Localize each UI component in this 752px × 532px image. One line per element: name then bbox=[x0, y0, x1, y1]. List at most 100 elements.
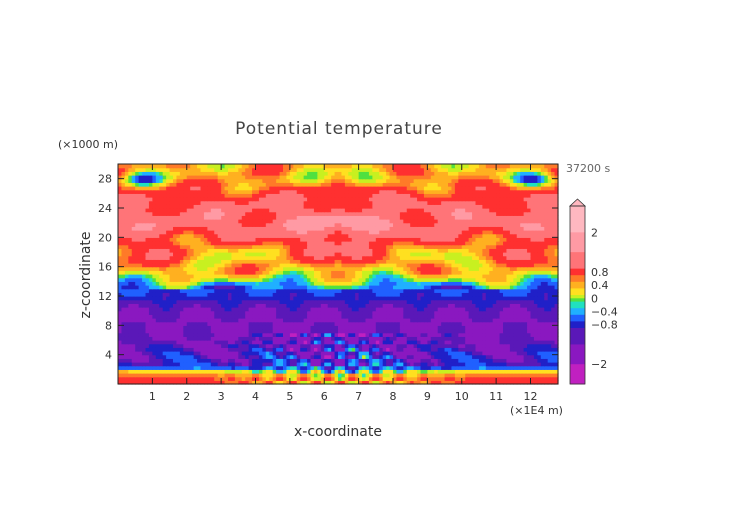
heatmap-cell bbox=[231, 244, 236, 249]
heatmap-cell bbox=[289, 285, 294, 290]
heatmap-cell bbox=[186, 325, 191, 330]
heatmap-cell bbox=[355, 369, 360, 374]
heatmap-cell bbox=[496, 365, 501, 370]
heatmap-cell bbox=[454, 259, 459, 264]
heatmap-cell bbox=[173, 259, 178, 264]
heatmap-cell bbox=[272, 310, 277, 315]
heatmap-cell bbox=[530, 270, 535, 275]
heatmap-cell bbox=[193, 281, 198, 286]
heatmap-cell bbox=[228, 365, 233, 370]
heatmap-cell bbox=[382, 321, 387, 326]
heatmap-cell bbox=[183, 314, 188, 319]
heatmap-cell bbox=[327, 241, 332, 246]
heatmap-cell bbox=[142, 314, 147, 319]
heatmap-cell bbox=[307, 252, 312, 257]
heatmap-cell bbox=[423, 303, 428, 308]
heatmap-cell bbox=[523, 303, 528, 308]
heatmap-cell bbox=[303, 274, 308, 279]
heatmap-cell bbox=[138, 376, 143, 381]
heatmap-cell bbox=[348, 369, 353, 374]
heatmap-cell bbox=[530, 358, 535, 363]
heatmap-cell bbox=[365, 255, 370, 260]
heatmap-cell bbox=[341, 340, 346, 345]
heatmap-cell bbox=[448, 285, 453, 290]
heatmap-cell bbox=[155, 241, 160, 246]
heatmap-cell bbox=[179, 321, 184, 326]
heatmap-cell bbox=[296, 263, 301, 268]
heatmap-cell bbox=[413, 347, 418, 352]
heatmap-cell bbox=[341, 248, 346, 253]
heatmap-cell bbox=[234, 270, 239, 275]
heatmap-cell bbox=[300, 318, 305, 323]
heatmap-cell bbox=[231, 310, 236, 315]
heatmap-cell bbox=[148, 354, 153, 359]
heatmap-cell bbox=[451, 277, 456, 282]
heatmap-cell bbox=[258, 281, 263, 286]
heatmap-cell bbox=[423, 358, 428, 363]
heatmap-cell bbox=[320, 292, 325, 297]
heatmap-cell bbox=[441, 310, 446, 315]
heatmap-cell bbox=[475, 321, 480, 326]
heatmap-cell bbox=[540, 321, 545, 326]
heatmap-cell bbox=[193, 321, 198, 326]
heatmap-cell bbox=[152, 255, 157, 260]
heatmap-cell bbox=[162, 303, 167, 308]
heatmap-cell bbox=[331, 248, 336, 253]
heatmap-cell bbox=[162, 365, 167, 370]
heatmap-cell bbox=[238, 358, 243, 363]
heatmap-cell bbox=[121, 380, 126, 385]
heatmap-cell bbox=[551, 270, 556, 275]
heatmap-cell bbox=[148, 380, 153, 385]
heatmap-cell bbox=[423, 292, 428, 297]
heatmap-cell bbox=[465, 340, 470, 345]
heatmap-cell bbox=[283, 376, 288, 381]
heatmap-cell bbox=[417, 241, 422, 246]
heatmap-cell bbox=[475, 288, 480, 293]
heatmap-cell bbox=[410, 329, 415, 334]
heatmap-cell bbox=[173, 299, 178, 304]
heatmap-cell bbox=[217, 303, 222, 308]
heatmap-cell bbox=[245, 340, 250, 345]
heatmap-cell bbox=[461, 248, 466, 253]
heatmap-cell bbox=[396, 332, 401, 337]
heatmap-cell bbox=[396, 365, 401, 370]
heatmap-cell bbox=[448, 354, 453, 359]
heatmap-cell bbox=[478, 351, 483, 356]
heatmap-cell bbox=[410, 270, 415, 275]
heatmap-cell bbox=[454, 263, 459, 268]
heatmap-cell bbox=[183, 380, 188, 385]
heatmap-cell bbox=[334, 307, 339, 312]
heatmap-cell bbox=[499, 299, 504, 304]
heatmap-cell bbox=[193, 336, 198, 341]
heatmap-cell bbox=[286, 270, 291, 275]
heatmap-cell bbox=[200, 274, 205, 279]
heatmap-cell bbox=[324, 285, 329, 290]
heatmap-cell bbox=[121, 241, 126, 246]
heatmap-cell bbox=[372, 274, 377, 279]
heatmap-cell bbox=[289, 351, 294, 356]
heatmap-cell bbox=[231, 270, 236, 275]
heatmap-cell bbox=[348, 380, 353, 385]
heatmap-cell bbox=[537, 299, 542, 304]
heatmap-cell bbox=[183, 376, 188, 381]
heatmap-cell bbox=[489, 325, 494, 330]
heatmap-cell bbox=[176, 310, 181, 315]
heatmap-cell bbox=[406, 332, 411, 337]
heatmap-cell bbox=[406, 263, 411, 268]
heatmap-cell bbox=[451, 321, 456, 326]
heatmap-cell bbox=[286, 303, 291, 308]
heatmap-cell bbox=[437, 325, 442, 330]
heatmap-cell bbox=[234, 241, 239, 246]
heatmap-cell bbox=[468, 362, 473, 367]
heatmap-cell bbox=[406, 343, 411, 348]
heatmap-cell bbox=[155, 244, 160, 249]
heatmap-cell bbox=[444, 266, 449, 271]
heatmap-cell bbox=[499, 314, 504, 319]
heatmap-cell bbox=[454, 296, 459, 301]
heatmap-cell bbox=[492, 365, 497, 370]
heatmap-cell bbox=[166, 252, 171, 257]
heatmap-cell bbox=[279, 244, 284, 249]
heatmap-cell bbox=[121, 351, 126, 356]
heatmap-cell bbox=[272, 292, 277, 297]
